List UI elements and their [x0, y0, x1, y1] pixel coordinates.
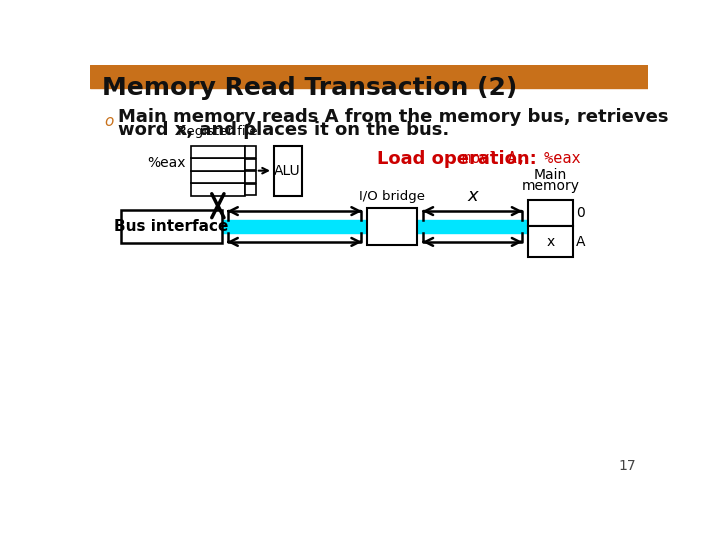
Text: %eax: %eax — [148, 156, 186, 170]
Text: x: x — [546, 235, 554, 248]
Bar — [191, 146, 245, 158]
Text: Main: Main — [534, 168, 567, 182]
Bar — [191, 171, 245, 183]
Bar — [274, 146, 302, 195]
Bar — [191, 158, 245, 171]
Text: I/O bridge: I/O bridge — [359, 191, 426, 204]
Text: Memory Read Transaction (2): Memory Read Transaction (2) — [102, 76, 517, 100]
Bar — [245, 146, 256, 158]
Bar — [222, 220, 528, 233]
Text: 0: 0 — [576, 206, 585, 220]
Text: x: x — [467, 187, 478, 205]
Text: Register file: Register file — [178, 125, 258, 138]
Text: Bus interface: Bus interface — [114, 219, 228, 234]
Bar — [121, 210, 222, 244]
Text: Load operation:: Load operation: — [377, 150, 536, 168]
Text: Main memory reads A from the memory bus, retrieves: Main memory reads A from the memory bus,… — [118, 108, 668, 126]
Bar — [245, 171, 256, 183]
Bar — [367, 208, 417, 245]
Text: o: o — [104, 114, 113, 129]
Bar — [90, 65, 648, 87]
Bar — [528, 226, 573, 257]
Bar — [245, 159, 256, 170]
Bar — [191, 183, 245, 195]
Text: 17: 17 — [618, 459, 636, 473]
Text: movl A,  %eax: movl A, %eax — [462, 151, 580, 166]
Text: memory: memory — [521, 179, 580, 193]
Bar — [528, 200, 573, 226]
Text: ALU: ALU — [274, 164, 301, 178]
Text: word x, and places it on the bus.: word x, and places it on the bus. — [118, 122, 449, 139]
Bar — [245, 184, 256, 195]
Text: A: A — [576, 235, 585, 248]
